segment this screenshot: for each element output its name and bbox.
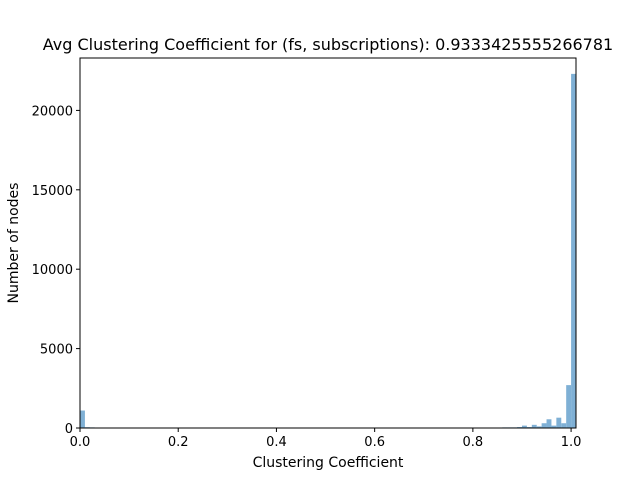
x-tick-label: 0.4 [266, 435, 287, 450]
histogram-bar [556, 418, 561, 428]
x-tick-label: 1.0 [561, 435, 582, 450]
y-axis-label: Number of nodes [6, 183, 22, 304]
y-tick-label: 20000 [32, 104, 73, 119]
histogram-bar [566, 385, 571, 428]
x-tick-label: 0.6 [364, 435, 385, 450]
y-tick-label: 15000 [32, 184, 73, 199]
x-tick-label: 0.8 [463, 435, 484, 450]
y-tick-label: 10000 [32, 263, 73, 278]
x-tick-label: 0.0 [70, 435, 91, 450]
y-tick-label: 0 [65, 422, 73, 437]
y-tick-label: 5000 [40, 343, 73, 358]
x-tick-label: 0.2 [168, 435, 189, 450]
histogram-bar [571, 74, 576, 428]
histogram-bar [561, 423, 566, 428]
histogram-bar [80, 411, 85, 428]
histogram-bar [542, 423, 547, 428]
x-axis-label: Clustering Coefficient [253, 455, 404, 471]
chart-title: Avg Clustering Coefficient for (fs, subs… [43, 35, 613, 54]
histogram-bar [547, 419, 552, 428]
